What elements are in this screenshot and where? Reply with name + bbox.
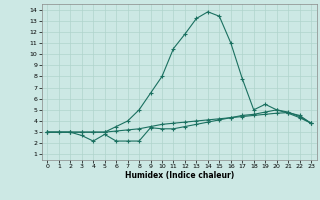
- X-axis label: Humidex (Indice chaleur): Humidex (Indice chaleur): [124, 171, 234, 180]
